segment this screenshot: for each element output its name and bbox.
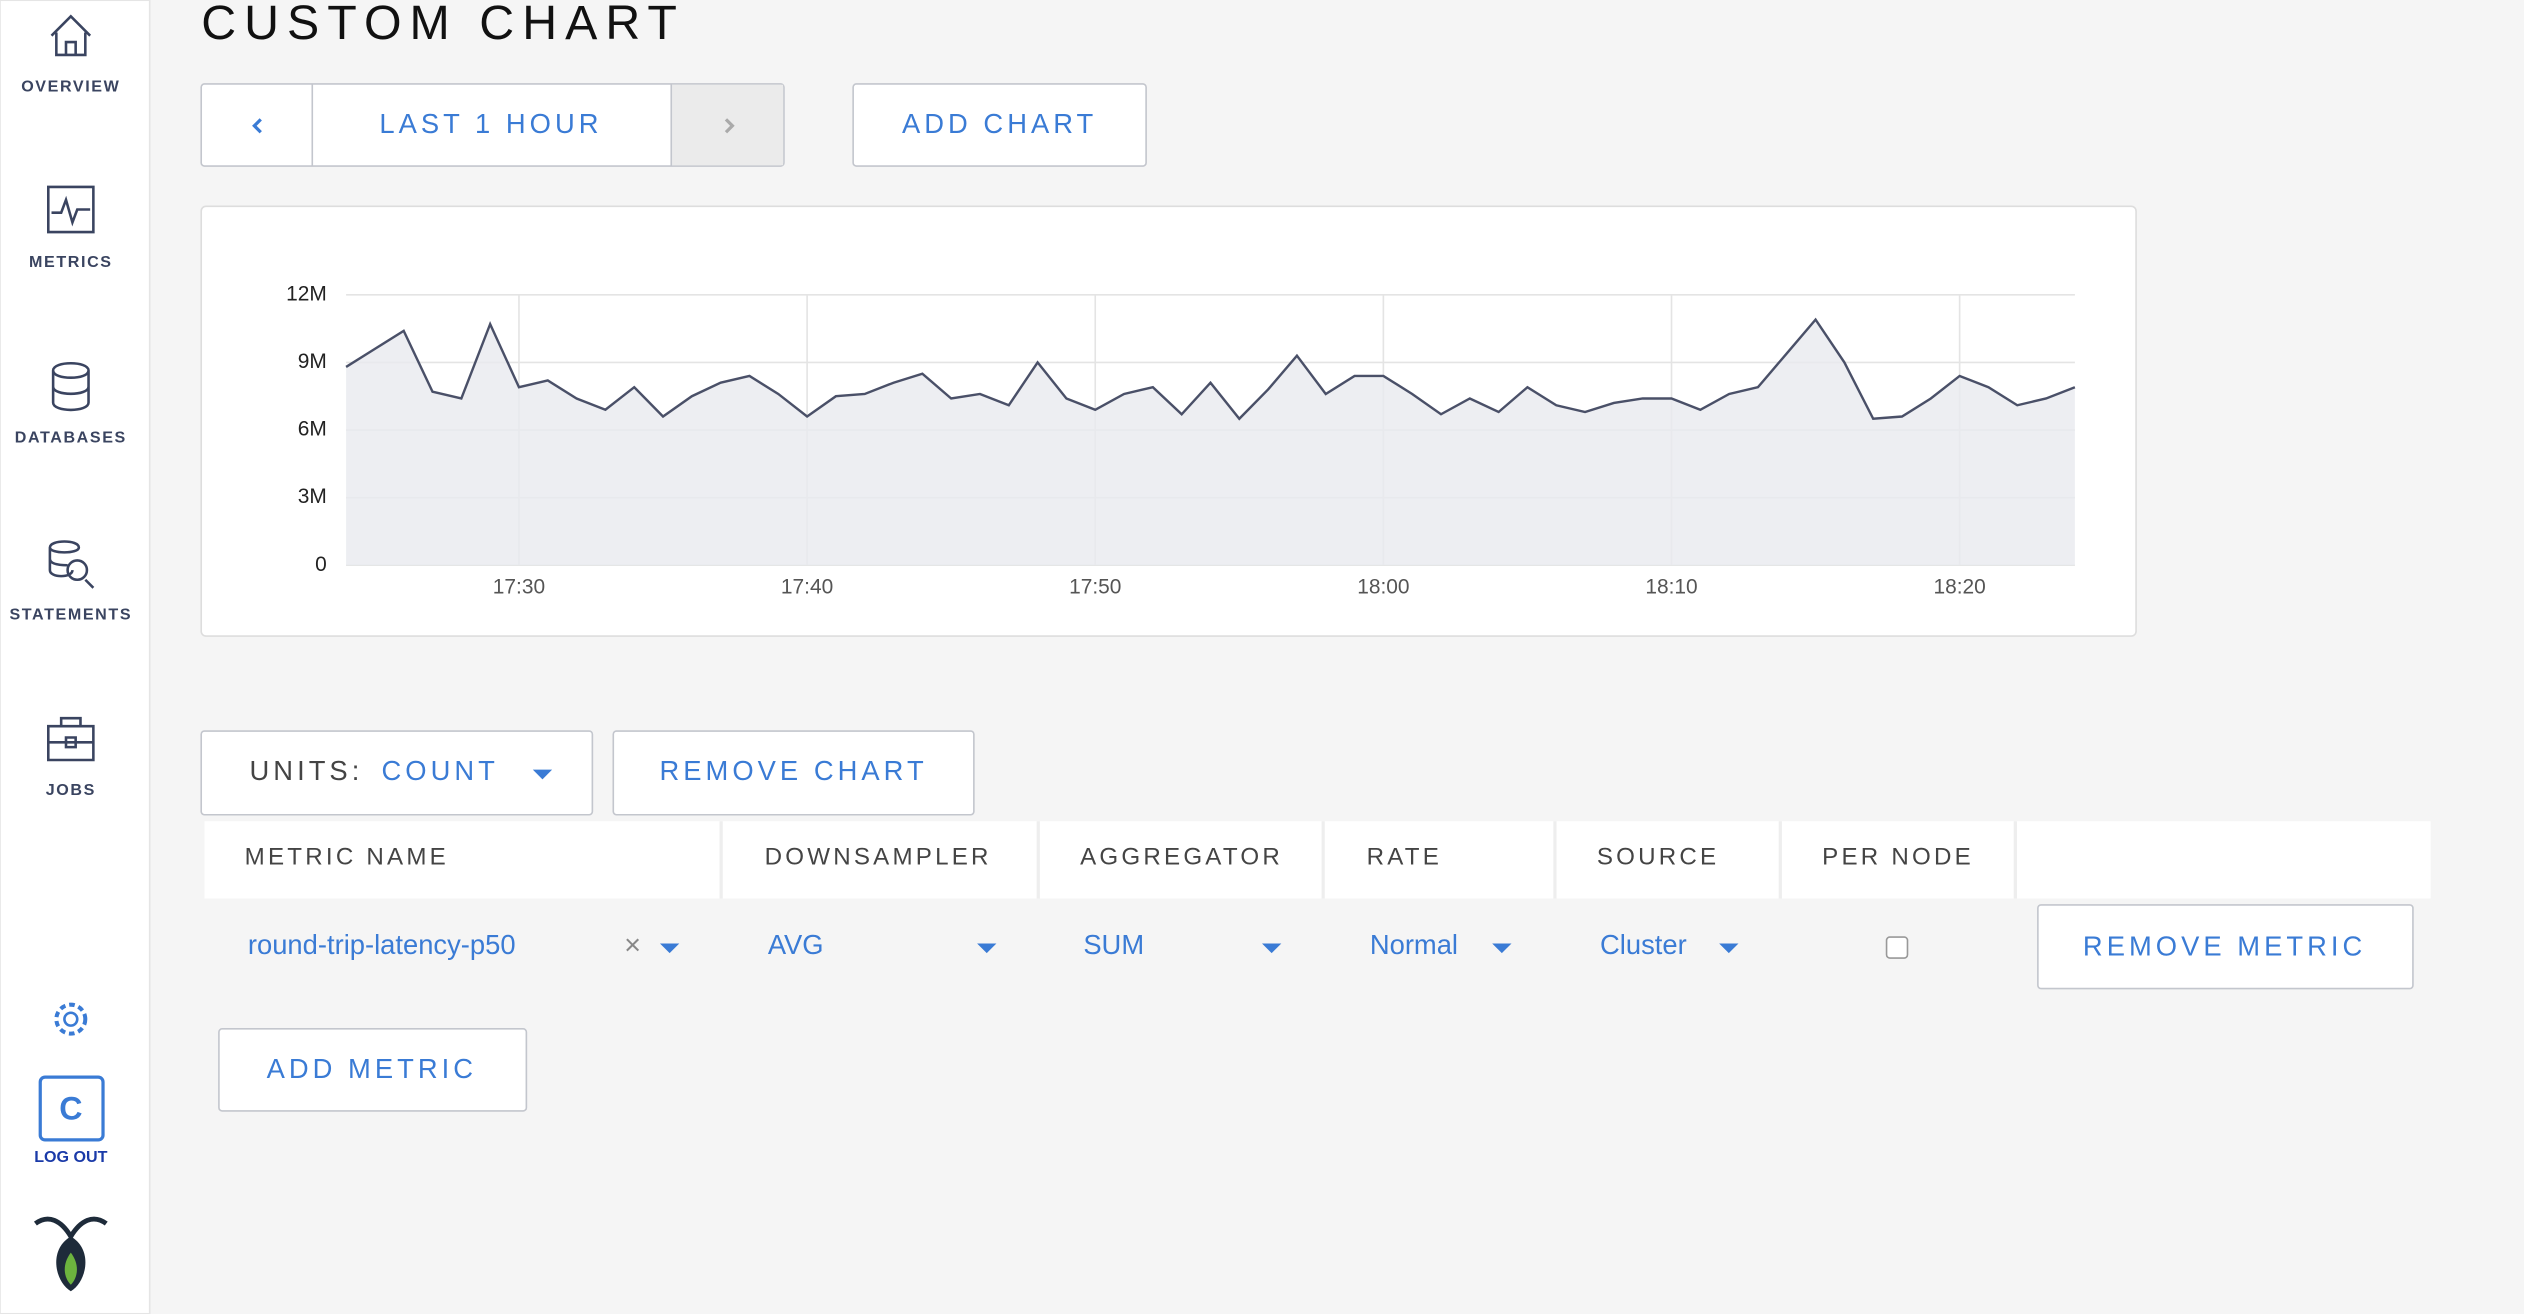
remove-chart-button[interactable]	[612, 730, 975, 816]
nav-label[interactable]: JOBS	[46, 781, 96, 799]
logo	[33, 1216, 108, 1292]
jobs-icon[interactable]	[47, 716, 95, 762]
prev-button[interactable]	[252, 118, 262, 134]
range-label[interactable]: LAST 1 HOUR	[379, 108, 602, 139]
nav-label[interactable]: DATABASES	[15, 428, 127, 446]
logo-antennae	[33, 1216, 108, 1242]
x-tick-label: 17:40	[781, 575, 833, 598]
y-tick-label: 12M	[286, 282, 327, 305]
remove-metric-label[interactable]: REMOVE METRIC	[2083, 931, 2366, 962]
column-header: METRIC NAME	[245, 844, 449, 871]
nav-label[interactable]: METRICS	[29, 253, 113, 271]
column-header: RATE	[1367, 844, 1442, 871]
remove-chart-label[interactable]: REMOVE CHART	[659, 755, 927, 786]
logo-leaf	[64, 1252, 77, 1285]
settings-icon[interactable]	[54, 1002, 88, 1036]
dropdown-value[interactable]: AVG	[768, 929, 824, 960]
avatar-letter[interactable]: C	[59, 1090, 82, 1126]
add-chart-button[interactable]	[852, 83, 1147, 167]
x-tick-label: 17:30	[493, 575, 545, 598]
line	[345, 317, 2076, 421]
x-tick-label: 17:50	[1069, 575, 1121, 598]
chart: 0 3M 6M 9M 12M 17:30 17:40 17:50 18:00 18:10 18:20	[286, 282, 2076, 598]
caret[interactable]	[532, 769, 553, 780]
units-label: UNITS:	[250, 755, 364, 786]
table-header	[204, 821, 2431, 899]
range-selector	[200, 83, 785, 167]
caret[interactable]	[977, 943, 997, 954]
overview-icon[interactable]	[50, 14, 92, 57]
databases-icon[interactable]	[51, 361, 90, 412]
nav-labels: OVERVIEW METRICS DATABASES STATEMENTS JO…	[9, 77, 132, 799]
clear-icon[interactable]: ×	[624, 929, 641, 961]
add-metric-button[interactable]	[218, 1028, 528, 1112]
y-tick-label: 3M	[298, 485, 327, 508]
metrics-icon[interactable]	[47, 185, 95, 234]
metric-name[interactable]: round-trip-latency-p50	[248, 929, 516, 960]
dropdown-value[interactable]: Cluster	[1600, 929, 1687, 960]
dropdown-value[interactable]: Normal	[1370, 929, 1458, 960]
caret[interactable]	[1262, 943, 1282, 954]
nav-label[interactable]: OVERVIEW	[21, 77, 120, 95]
x-tick-label: 18:20	[1933, 575, 1985, 598]
nav-label[interactable]: STATEMENTS	[9, 605, 132, 623]
gear-hub[interactable]	[63, 1011, 79, 1027]
add-metric-label[interactable]: ADD METRIC	[267, 1053, 477, 1084]
dropdown-value[interactable]: SUM	[1083, 929, 1144, 960]
checkbox[interactable]	[1885, 936, 1909, 959]
caret[interactable]	[1492, 943, 1512, 954]
caret[interactable]	[1719, 943, 1739, 954]
gear[interactable]	[54, 1002, 88, 1036]
caret[interactable]	[659, 943, 680, 954]
page-title: CUSTOM CHART	[201, 0, 685, 50]
y-tick-label: 9M	[298, 350, 327, 373]
area	[346, 319, 2075, 566]
avatar[interactable]	[38, 1075, 105, 1142]
units-dropdown[interactable]	[200, 730, 594, 816]
add-chart-label[interactable]: ADD CHART	[902, 108, 1097, 139]
y-tick-label: 6M	[298, 418, 327, 441]
next-button	[724, 118, 735, 134]
units-value[interactable]: COUNT	[381, 755, 498, 786]
remove-metric-button[interactable]	[2037, 904, 2414, 990]
column-header: AGGREGATOR	[1080, 844, 1283, 871]
column-header: PER NODE	[1822, 844, 1974, 871]
next-disabled	[671, 84, 784, 166]
statements-icon[interactable]	[48, 540, 95, 589]
column-header: DOWNSAMPLER	[765, 844, 992, 871]
logout[interactable]: LOG OUT	[34, 1148, 107, 1166]
column-header: SOURCE	[1597, 844, 1720, 871]
metrics-table: METRIC NAME DOWNSAMPLER AGGREGATOR RATE SOUR…	[245, 821, 2017, 960]
y-tick-label: 0	[315, 553, 327, 576]
x-tick-label: 18:10	[1645, 575, 1697, 598]
x-tick-label: 18:00	[1357, 575, 1409, 598]
